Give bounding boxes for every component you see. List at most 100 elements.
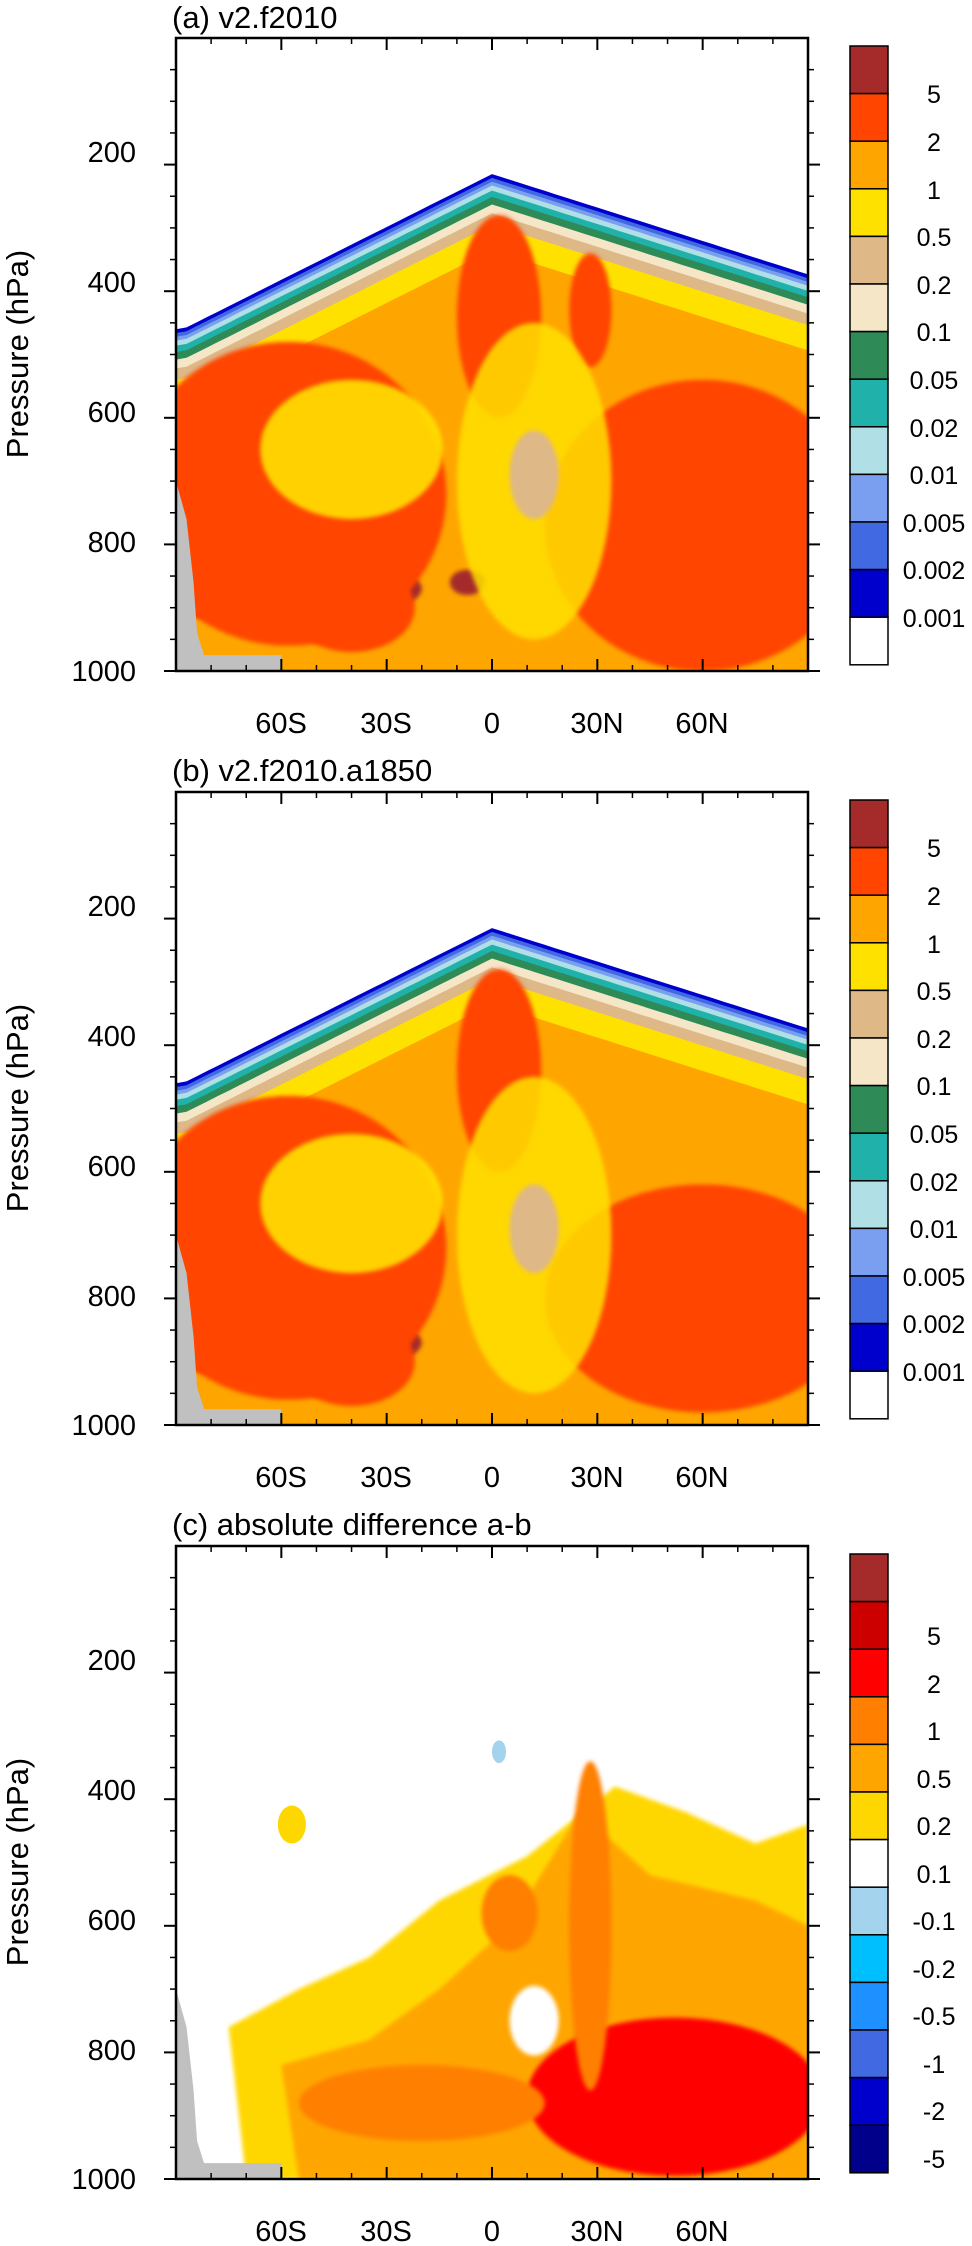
colorbar-label: 0.002 (903, 557, 966, 585)
colorbar-swatch (849, 1553, 889, 1603)
panel-a-y-tick-labels: 200 400 600 800 1000 (71, 137, 136, 688)
panel-b-colorbar (849, 799, 889, 1420)
colorbar-swatch (849, 473, 889, 523)
y-tick-label: 600 (88, 1905, 136, 1937)
colorbar-label: 0.1 (917, 319, 952, 347)
panel-a: (a) v2.f2010 Pressure (hPa) 200 400 600 … (0, 0, 965, 740)
y-tick-label: 600 (88, 397, 136, 429)
x-tick-label: 60S (255, 708, 307, 740)
contour-region (288, 563, 415, 653)
panel-a-plot (176, 38, 808, 671)
colorbar-label: -1 (923, 2051, 945, 2079)
colorbar-swatch (849, 1275, 889, 1325)
panel-b-ticks (164, 792, 820, 1426)
colorbar-swatch (849, 616, 889, 666)
y-tick-label: 800 (88, 527, 136, 559)
contour-region (509, 1985, 559, 2056)
colorbar-label: 0.2 (917, 1813, 952, 1841)
y-tick-label: 400 (88, 1021, 136, 1053)
colorbar-label: 5 (927, 835, 941, 863)
colorbar-swatch (849, 894, 889, 944)
x-tick-label: 0 (484, 2216, 500, 2246)
y-tick-label: 400 (88, 1775, 136, 1807)
colorbar-label: 2 (927, 129, 941, 157)
contour-region (277, 1805, 306, 1844)
colorbar-swatch (849, 1180, 889, 1230)
y-tick-label: 1000 (71, 1410, 136, 1442)
contour-region (481, 1875, 538, 1952)
colorbar-label: 0.001 (903, 605, 966, 633)
colorbar-swatch (849, 799, 889, 849)
colorbar-swatch (849, 1084, 889, 1134)
colorbar-swatch (849, 846, 889, 896)
panel-b-ylabel: Pressure (hPa) (0, 1004, 35, 1212)
panel-b-title: (b) v2.f2010.a1850 (172, 753, 432, 788)
y-tick-label: 800 (88, 1281, 136, 1313)
panel-c-title: (c) absolute difference a-b (172, 1507, 532, 1542)
panel-a-title: (a) v2.f2010 (172, 0, 337, 35)
colorbar-label: 1 (927, 931, 941, 959)
colorbar-label: 0.5 (917, 978, 952, 1006)
colorbar-swatch (849, 1037, 889, 1087)
contour-region (492, 1740, 507, 1764)
panel-a-colorbar-labels: 5 2 1 0.5 0.2 0.1 0.05 0.02 0.01 0.005 0… (903, 81, 966, 633)
y-tick-label: 600 (88, 1151, 136, 1183)
colorbar-swatch (849, 188, 889, 238)
colorbar-label: 1 (927, 177, 941, 205)
colorbar-label: -0.2 (912, 1956, 955, 1984)
panel-c-x-tick-labels: 60S 30S 0 30N 60N (255, 2216, 728, 2246)
colorbar-swatch (849, 92, 889, 142)
y-tick-label: 200 (88, 1645, 136, 1677)
panel-b: (b) v2.f2010.a1850 Pressure (hPa) 200 40… (0, 753, 965, 1494)
colorbar-swatch (849, 330, 889, 380)
x-tick-label: 30S (360, 2216, 412, 2246)
colorbar-label: -2 (923, 2098, 945, 2126)
colorbar-swatch (849, 942, 889, 992)
colorbar-swatch (849, 235, 889, 285)
panel-b-y-tick-labels: 200 400 600 800 1000 (71, 891, 136, 1442)
panel-c: (c) absolute difference a-b Pressure (hP… (0, 1507, 956, 2246)
contour-region (288, 1317, 415, 1407)
panel-c-ylabel: Pressure (hPa) (0, 1758, 35, 1966)
colorbar-label: -5 (923, 2146, 945, 2174)
panel-b-plot (176, 792, 808, 1425)
colorbar-label: 5 (927, 1623, 941, 1651)
colorbar-label: -0.5 (912, 2003, 955, 2031)
colorbar-swatch (849, 1886, 889, 1936)
x-tick-label: 60S (255, 2216, 307, 2246)
colorbar-swatch (849, 1981, 889, 2031)
colorbar-label: 0.02 (910, 415, 959, 443)
colorbar-label: 0.001 (903, 1359, 966, 1387)
colorbar-label: 1 (927, 1718, 941, 1746)
panel-b-x-tick-labels: 60S 30S 0 30N 60N (255, 1462, 728, 1494)
colorbar-label: 0.02 (910, 1169, 959, 1197)
x-tick-label: 30N (570, 1462, 623, 1494)
contour-region (569, 1761, 612, 2091)
colorbar-swatch (849, 1648, 889, 1698)
contour-region (298, 2065, 545, 2142)
panel-c-colorbar-labels: 5 2 1 0.5 0.2 0.1 -0.1 -0.2 -0.5 -1 -2 -… (912, 1623, 955, 2174)
colorbar-label: 0.005 (903, 510, 966, 538)
colorbar-label: 0.002 (903, 1311, 966, 1339)
panel-a-x-tick-labels: 60S 30S 0 30N 60N (255, 708, 728, 740)
contour-region (569, 253, 612, 368)
panel-c-colorbar (849, 1553, 889, 2174)
colorbar-swatch (849, 568, 889, 618)
x-tick-label: 30S (360, 708, 412, 740)
colorbar-swatch (849, 2029, 889, 2079)
colorbar-swatch (849, 1132, 889, 1182)
y-tick-label: 200 (88, 137, 136, 169)
colorbar-swatch (849, 521, 889, 571)
panel-a-ticks (164, 38, 820, 672)
colorbar-label: 0.5 (917, 224, 952, 252)
x-tick-label: 0 (484, 1462, 500, 1494)
contour-region (544, 379, 808, 671)
colorbar-swatch (849, 378, 889, 428)
contour-region (509, 430, 559, 520)
y-tick-label: 800 (88, 2035, 136, 2067)
x-tick-label: 60S (255, 1462, 307, 1494)
colorbar-swatch (849, 989, 889, 1039)
colorbar-label: 2 (927, 1671, 941, 1699)
colorbar-label: 0.05 (910, 367, 959, 395)
